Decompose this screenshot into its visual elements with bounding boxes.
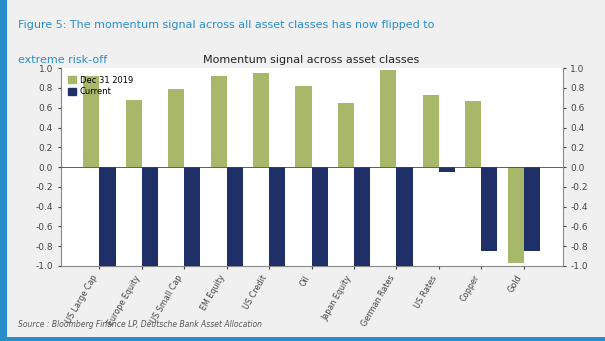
Bar xyxy=(0,337,605,341)
Text: extreme risk-off: extreme risk-off xyxy=(18,55,107,64)
Bar xyxy=(396,167,413,266)
Bar xyxy=(295,86,312,167)
Bar xyxy=(0,0,7,341)
Bar xyxy=(354,167,370,266)
Bar xyxy=(227,167,243,266)
Bar xyxy=(482,167,497,251)
Bar xyxy=(338,103,354,167)
Bar xyxy=(211,76,227,167)
Text: Source : Bloomberg Finance LP, Deutsche Bank Asset Allocation: Source : Bloomberg Finance LP, Deutsche … xyxy=(18,320,262,329)
Bar xyxy=(423,95,439,167)
Bar xyxy=(99,167,116,266)
Bar xyxy=(465,101,482,167)
Bar xyxy=(269,167,286,266)
Bar xyxy=(185,167,200,266)
Title: Momentum signal across asset classes: Momentum signal across asset classes xyxy=(203,55,420,65)
Bar xyxy=(312,167,328,266)
Text: Figure 5: The momentum signal across all asset classes has now flipped to: Figure 5: The momentum signal across all… xyxy=(18,20,434,30)
Bar xyxy=(508,167,524,263)
Bar xyxy=(439,167,455,172)
Bar xyxy=(381,70,396,167)
Bar xyxy=(168,89,185,167)
Bar xyxy=(142,167,158,266)
Legend: Dec 31 2019, Current: Dec 31 2019, Current xyxy=(65,72,136,100)
Bar xyxy=(126,100,142,167)
Bar xyxy=(524,167,540,251)
Bar xyxy=(83,76,99,167)
Bar xyxy=(253,73,269,167)
